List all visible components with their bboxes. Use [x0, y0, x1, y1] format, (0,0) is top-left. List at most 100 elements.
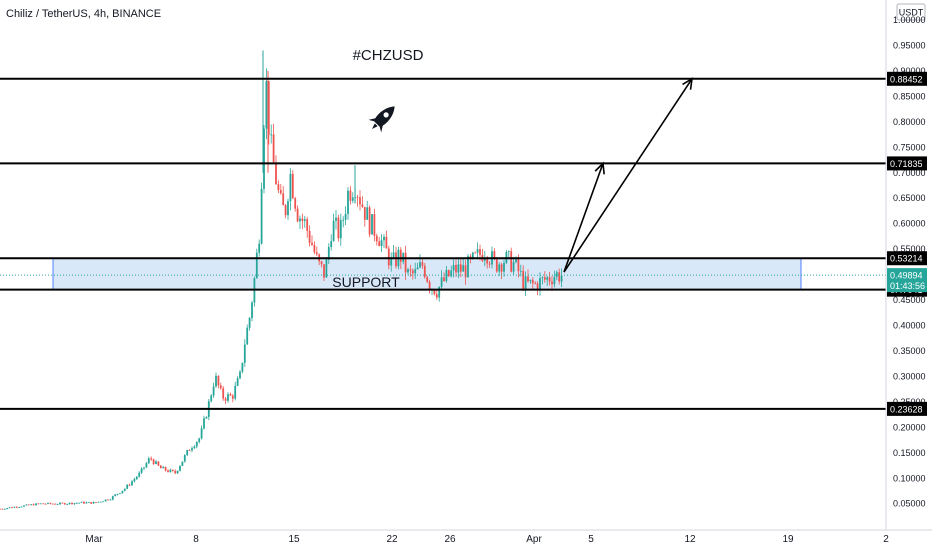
price-tick-label: 0.85000: [893, 91, 926, 101]
candle-body: [387, 248, 390, 266]
projection-arrow-2-head: [682, 77, 694, 90]
price-tick-label: 0.60000: [893, 219, 926, 229]
candle-body: [123, 488, 126, 491]
candle-body: [222, 388, 225, 399]
candle-body: [241, 362, 244, 372]
candle-body: [181, 461, 184, 466]
candle-body: [20, 506, 23, 508]
candle-body: [311, 242, 313, 245]
candle-body: [529, 279, 532, 282]
candle-body: [169, 469, 172, 473]
candle-body: [411, 270, 414, 274]
price-tick-label: 0.65000: [893, 193, 926, 203]
candle-body: [68, 502, 71, 504]
candle-body: [486, 257, 489, 264]
level-label: 0.71835: [890, 159, 923, 169]
candle-body: [308, 230, 311, 243]
candle-body: [395, 252, 397, 267]
candles-layer: [0, 50, 563, 510]
candle-body: [464, 265, 467, 278]
candle-body: [260, 188, 263, 244]
candle-body: [277, 184, 280, 191]
candle-body: [553, 276, 556, 285]
candle-body: [536, 283, 539, 291]
candle-body: [330, 241, 333, 248]
candle-body: [450, 270, 453, 277]
candle-body: [234, 385, 237, 399]
candle-body: [543, 277, 546, 280]
candle-body: [0, 508, 1, 510]
candle-body: [279, 190, 282, 194]
candle-body: [347, 190, 349, 214]
candle-body: [56, 504, 59, 505]
candle-body: [35, 503, 37, 506]
candle-body: [145, 463, 148, 468]
level-label: 0.53214: [890, 254, 923, 264]
candle-body: [419, 262, 421, 268]
rocket-icon: [368, 106, 395, 133]
candle-body: [407, 269, 409, 273]
candle-body: [500, 264, 503, 272]
support-zone: [52, 257, 802, 291]
candle-body: [167, 470, 169, 473]
candle-body: [351, 197, 354, 201]
candle-body: [361, 204, 364, 208]
candle-body: [383, 236, 385, 241]
candle-body: [510, 251, 513, 272]
candle-body: [30, 504, 33, 506]
candle-body: [265, 81, 268, 129]
candle-body: [342, 219, 345, 221]
price-tick-label: 0.45000: [893, 295, 926, 305]
candle-body: [174, 470, 177, 474]
candle-body: [32, 504, 35, 506]
candle-body: [455, 264, 457, 273]
candle-body: [71, 502, 73, 505]
projection-arrow-2: [563, 78, 693, 273]
candle-body: [104, 499, 107, 502]
price-tick-label: 0.75000: [893, 142, 926, 152]
candle-body: [531, 279, 534, 284]
candle-body: [111, 496, 114, 500]
candle-body: [114, 494, 117, 497]
candle-body: [23, 505, 25, 507]
time-tick-label: Mar: [85, 534, 103, 545]
candle-body: [27, 504, 30, 506]
time-tick-label: 19: [782, 534, 794, 545]
candle-body: [203, 418, 205, 429]
candle-body: [512, 262, 515, 272]
price-tick-label: 0.05000: [893, 499, 926, 509]
candle-body: [224, 398, 227, 401]
candle-body: [212, 386, 215, 396]
candle-body: [541, 277, 544, 279]
candle-body: [157, 461, 160, 466]
candle-body: [131, 481, 133, 486]
time-tick-label: 22: [386, 534, 398, 545]
candle-body: [109, 499, 112, 501]
price-tick-label: 0.55000: [893, 244, 926, 254]
price-tick-label: 0.35000: [893, 346, 926, 356]
candle-body: [474, 252, 477, 254]
candle-body: [515, 257, 517, 263]
countdown-label: 01:43:56: [890, 281, 925, 291]
candle-body: [107, 499, 109, 501]
hashtag-label: #CHZUSD: [353, 47, 424, 64]
candle-body: [409, 269, 412, 271]
candle-body: [378, 241, 381, 247]
projection-arrow-1-head: [594, 161, 605, 175]
time-axis[interactable]: Mar 8 15 22 26 Apr 5 12 19 2: [0, 529, 932, 545]
candle-body: [452, 264, 455, 271]
candle-body: [119, 493, 121, 494]
price-tick-label: 0.30000: [893, 371, 926, 381]
price-tick-label: 0.95000: [893, 40, 926, 50]
candle-body: [356, 197, 359, 199]
candle-body: [255, 252, 258, 279]
candle-body: [39, 503, 42, 505]
candle-body: [555, 272, 558, 277]
candle-body: [313, 244, 316, 253]
candle-body: [66, 503, 69, 505]
candle-body: [121, 490, 124, 494]
candle-body: [246, 327, 249, 345]
candle-body: [462, 265, 465, 272]
